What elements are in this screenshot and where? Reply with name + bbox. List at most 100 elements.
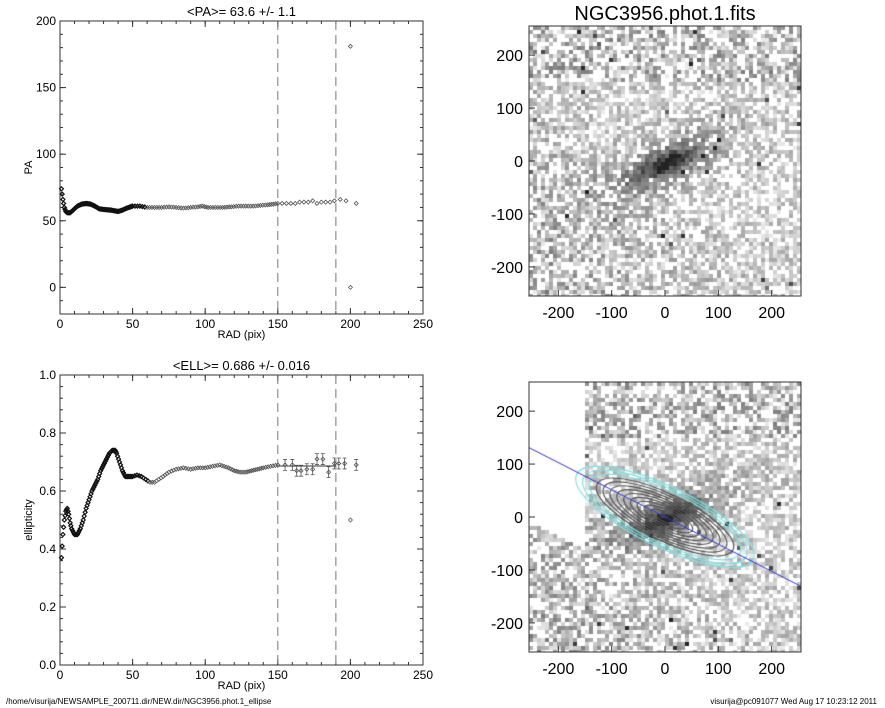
data-point xyxy=(60,200,67,207)
x-tick-label: 200 xyxy=(340,668,360,682)
data-point xyxy=(337,196,343,203)
x-axis-label: RAD (pix) xyxy=(218,329,266,341)
data-point xyxy=(201,204,207,210)
data-point xyxy=(180,465,186,471)
data-point xyxy=(240,203,247,209)
plot-frame xyxy=(59,374,424,666)
data-point xyxy=(109,447,116,454)
data-point xyxy=(154,204,160,211)
y-axis-label: PA xyxy=(23,160,35,175)
x-tick-label: 100 xyxy=(705,305,732,322)
data-point xyxy=(190,204,196,210)
data-point xyxy=(207,204,214,211)
error-bar xyxy=(310,463,315,476)
data-point xyxy=(60,524,67,531)
data-point xyxy=(224,204,230,210)
data-point xyxy=(192,465,199,471)
image-title: NGC3956.phot.1.fits xyxy=(574,3,755,25)
data-point xyxy=(231,204,237,210)
data-point xyxy=(173,466,179,472)
data-point xyxy=(84,502,90,509)
data-point xyxy=(195,465,201,471)
y-tick-label: 0 xyxy=(514,154,523,171)
data-point xyxy=(188,204,194,211)
data-point xyxy=(192,204,199,210)
y-axis-label: ellipticity xyxy=(23,499,35,541)
data-point xyxy=(272,462,278,468)
data-point xyxy=(304,466,310,472)
error-bar xyxy=(290,459,295,471)
x-tick-label: 150 xyxy=(268,317,288,331)
data-point xyxy=(149,479,155,485)
data-point xyxy=(180,205,186,211)
x-tick-label: 50 xyxy=(126,317,140,331)
error-bar xyxy=(326,466,331,479)
data-point xyxy=(207,464,213,470)
data-point xyxy=(223,464,229,470)
x-tick-label: 200 xyxy=(340,317,360,331)
data-point xyxy=(249,468,255,474)
y-tick-label: 200 xyxy=(496,48,523,65)
data-point xyxy=(320,456,326,462)
data-point xyxy=(168,468,174,474)
data-point xyxy=(94,476,101,483)
data-point xyxy=(85,499,91,506)
data-point xyxy=(233,468,239,474)
data-point xyxy=(336,460,342,467)
footer-timestamp: visurija@pc091077 Wed Aug 17 10:23:12 20… xyxy=(710,697,877,706)
data-point xyxy=(236,203,242,209)
x-tick-label: -200 xyxy=(542,305,574,322)
data-point xyxy=(183,205,189,211)
data-point xyxy=(82,509,89,516)
x-tick-label: 150 xyxy=(268,668,288,682)
data-point xyxy=(166,204,172,210)
data-point xyxy=(176,205,182,211)
data-point xyxy=(262,202,268,208)
data-point xyxy=(59,191,66,197)
data-point xyxy=(134,203,141,209)
y-tick-label: 50 xyxy=(43,214,57,228)
data-point xyxy=(156,204,162,211)
data-point xyxy=(353,462,359,468)
data-point xyxy=(212,204,218,211)
error-bar xyxy=(304,463,309,476)
data-point xyxy=(166,469,172,475)
y-tick-label: -200 xyxy=(491,260,523,277)
x-tick-label: 50 xyxy=(126,668,140,682)
galaxy-contour-image xyxy=(529,382,801,652)
data-point xyxy=(113,450,120,457)
data-point xyxy=(136,472,142,479)
data-point xyxy=(353,200,359,207)
data-point xyxy=(68,522,74,529)
data-point xyxy=(185,466,191,472)
data-point xyxy=(347,517,353,523)
data-point xyxy=(60,196,66,203)
data-point xyxy=(243,469,249,475)
data-point xyxy=(314,200,320,207)
data-point xyxy=(226,204,232,210)
data-point xyxy=(220,204,226,211)
y-tick-label: 0.8 xyxy=(39,426,56,440)
data-point xyxy=(310,466,316,472)
data-point xyxy=(243,203,249,209)
data-point xyxy=(88,491,94,497)
data-point xyxy=(200,465,206,471)
data-point xyxy=(228,204,234,210)
x-tick-label: 0 xyxy=(57,317,64,331)
data-point xyxy=(215,204,221,211)
data-point xyxy=(292,200,298,207)
data-point xyxy=(251,467,257,473)
data-point xyxy=(58,554,65,561)
error-bar xyxy=(342,457,347,470)
x-tick-label: 0 xyxy=(661,661,670,678)
y-tick-label: 1.0 xyxy=(39,368,56,382)
data-point xyxy=(217,204,223,211)
y-tick-label: -100 xyxy=(491,207,523,224)
data-point xyxy=(65,511,72,518)
data-point xyxy=(117,462,124,468)
data-point xyxy=(258,465,264,471)
data-point xyxy=(263,464,269,470)
data-point xyxy=(343,198,349,204)
data-point xyxy=(190,466,196,472)
data-point xyxy=(205,204,211,211)
